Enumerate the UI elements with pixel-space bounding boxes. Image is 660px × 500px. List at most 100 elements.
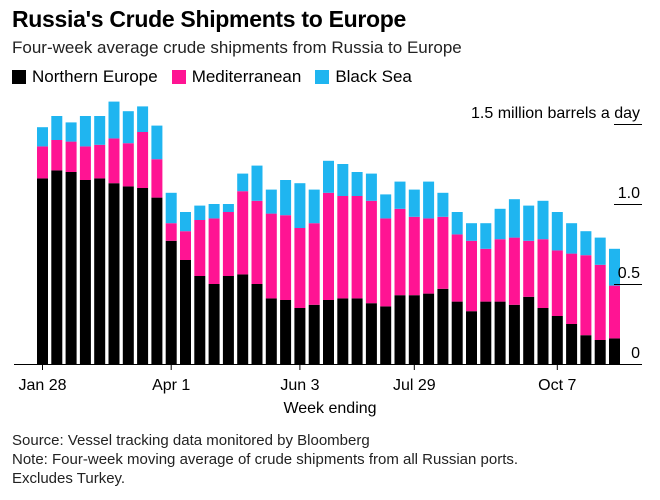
- bar-black-sea-19: [308, 189, 320, 224]
- bar-northern-europe-0: [37, 178, 48, 364]
- bar-black-sea-25: [394, 181, 406, 209]
- bar-black-sea-36: [551, 212, 563, 251]
- bar-northern-europe-38: [580, 335, 592, 364]
- bar-black-sea-8: [151, 125, 163, 160]
- bar-black-sea-15: [251, 165, 263, 201]
- legend-swatch-black-sea: [315, 70, 330, 84]
- bar-mediterranean-9: [165, 223, 177, 241]
- legend-item-northern-europe: Northern Europe: [12, 67, 158, 87]
- bar-northern-europe-19: [308, 304, 320, 364]
- bar-mediterranean-2: [65, 141, 77, 172]
- bar-mediterranean-12: [208, 218, 220, 284]
- bar-northern-europe-16: [265, 298, 277, 364]
- bar-mediterranean-25: [394, 208, 406, 296]
- bar-mediterranean-1: [51, 140, 63, 171]
- source-note: Source: Vessel tracking data monitored b…: [12, 432, 370, 449]
- chart-title: Russia's Crude Shipments to Europe: [12, 6, 407, 32]
- bar-northern-europe-8: [151, 197, 163, 364]
- bar-black-sea-14: [237, 173, 249, 192]
- bar-black-sea-5: [108, 101, 120, 139]
- bar-black-sea-37: [566, 223, 578, 254]
- bar-northern-europe-11: [194, 276, 206, 364]
- y-tick-label-1: 1.0: [618, 185, 640, 202]
- bar-northern-europe-32: [494, 301, 506, 364]
- x-tick-label-4: Oct 7: [538, 377, 576, 394]
- bar-northern-europe-29: [451, 301, 463, 364]
- bar-northern-europe-28: [437, 288, 449, 364]
- bar-black-sea-28: [437, 192, 449, 217]
- bar-northern-europe-37: [566, 324, 578, 364]
- bar-northern-europe-4: [94, 178, 106, 364]
- bar-mediterranean-31: [480, 248, 492, 302]
- bar-northern-europe-30: [466, 311, 477, 364]
- legend-swatch-northern-europe: [12, 70, 26, 84]
- bar-mediterranean-28: [437, 216, 449, 289]
- x-axis-title: Week ending: [283, 400, 376, 417]
- bar-mediterranean-34: [523, 240, 535, 297]
- bar-northern-europe-26: [408, 295, 420, 364]
- bar-black-sea-7: [137, 106, 149, 132]
- bar-black-sea-22: [351, 172, 363, 196]
- bar-mediterranean-15: [251, 200, 263, 284]
- bar-northern-europe-10: [180, 260, 191, 364]
- bar-mediterranean-36: [551, 250, 563, 316]
- bar-mediterranean-20: [323, 192, 334, 300]
- bar-black-sea-17: [280, 180, 292, 216]
- bar-black-sea-11: [194, 205, 206, 220]
- bar-black-sea-39: [594, 237, 606, 265]
- legend-item-mediterranean: Mediterranean: [171, 67, 301, 87]
- bar-mediterranean-23: [365, 200, 377, 304]
- bar-black-sea-21: [337, 164, 349, 196]
- bar-mediterranean-29: [451, 234, 463, 302]
- bar-northern-europe-35: [537, 308, 549, 364]
- bar-mediterranean-22: [351, 196, 363, 299]
- exclusion-note: Excludes Turkey.: [12, 470, 126, 487]
- bar-black-sea-3: [79, 116, 91, 147]
- bar-black-sea-23: [365, 173, 377, 201]
- x-tick-label-2: Jun 3: [280, 377, 319, 394]
- bar-black-sea-31: [480, 223, 492, 249]
- bar-northern-europe-23: [365, 303, 377, 364]
- bar-northern-europe-2: [65, 172, 77, 364]
- bar-mediterranean-14: [237, 191, 249, 275]
- bar-black-sea-29: [451, 212, 463, 235]
- bar-mediterranean-33: [508, 237, 520, 305]
- chart-footer: Source: Vessel tracking data monitored b…: [12, 431, 518, 488]
- bar-northern-europe-13: [222, 276, 234, 364]
- bar-northern-europe-15: [251, 284, 263, 364]
- bar-black-sea-9: [165, 192, 177, 224]
- bar-northern-europe-33: [508, 304, 520, 364]
- bar-mediterranean-17: [280, 215, 292, 300]
- bar-mediterranean-35: [537, 239, 549, 308]
- bar-mediterranean-5: [108, 138, 120, 184]
- bar-mediterranean-16: [265, 213, 277, 299]
- bar-northern-europe-9: [165, 240, 177, 364]
- bar-mediterranean-26: [408, 216, 420, 296]
- legend-swatch-mediterranean: [171, 70, 186, 84]
- legend-label-black-sea: Black Sea: [335, 67, 412, 86]
- bar-mediterranean-24: [380, 218, 392, 307]
- bar-mediterranean-11: [194, 220, 206, 276]
- bar-black-sea-1: [51, 116, 63, 140]
- bar-northern-europe-36: [551, 316, 563, 364]
- bar-northern-europe-18: [294, 308, 306, 364]
- bar-black-sea-2: [65, 122, 77, 142]
- chart-subtitle: Four-week average crude shipments from R…: [12, 38, 462, 57]
- bar-northern-europe-3: [79, 180, 91, 364]
- x-tick-label-0: Jan 28: [18, 377, 66, 394]
- bar-black-sea-30: [466, 223, 477, 241]
- bar-northern-europe-20: [323, 300, 334, 364]
- bar-mediterranean-32: [494, 239, 506, 302]
- stacked-bar-chart: 1.5 million barrels a day 1.0 0.5 0 Jan 28 Ap…: [14, 101, 642, 417]
- bar-mediterranean-38: [580, 255, 592, 336]
- legend-item-black-sea: Black Sea: [315, 67, 412, 87]
- bar-northern-europe-24: [380, 306, 392, 364]
- bar-mediterranean-7: [137, 132, 149, 188]
- bar-northern-europe-1: [51, 170, 63, 364]
- y-tick-label-2: 0.5: [618, 265, 640, 282]
- bar-black-sea-40: [609, 248, 620, 286]
- bar-northern-europe-12: [208, 284, 220, 364]
- bar-northern-europe-6: [122, 186, 134, 364]
- bar-mediterranean-27: [423, 218, 435, 294]
- bar-black-sea-16: [265, 189, 277, 214]
